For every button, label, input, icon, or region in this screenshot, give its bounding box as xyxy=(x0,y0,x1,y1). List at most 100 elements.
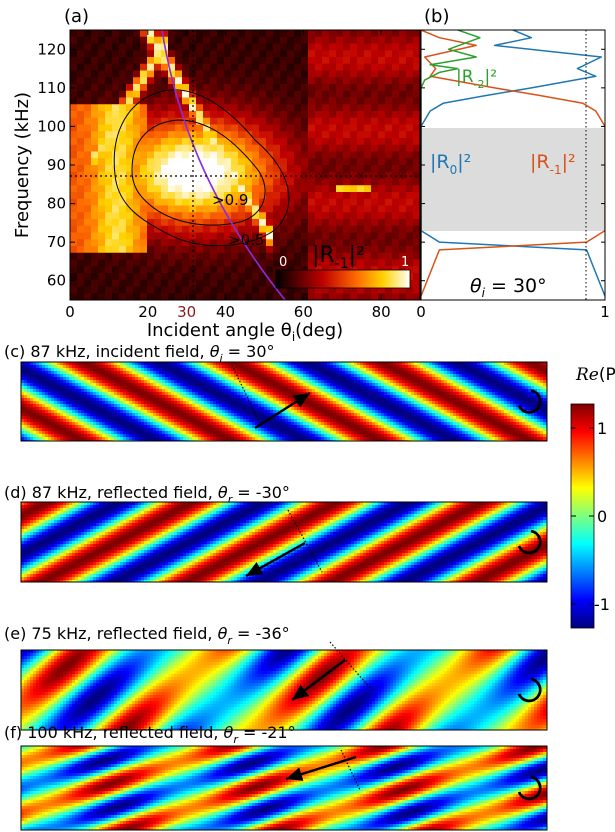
heatmap-cell xyxy=(322,97,330,105)
heatmap-cell xyxy=(406,43,414,51)
heatmap-cell xyxy=(154,131,162,139)
heatmap-cell xyxy=(168,90,176,98)
heatmap-cell xyxy=(287,90,295,98)
heatmap-cell xyxy=(231,77,239,85)
heatmap-cell xyxy=(336,70,344,78)
heatmap-cell xyxy=(245,192,253,200)
heatmap-cell xyxy=(126,36,134,44)
heatmap-cell xyxy=(77,192,85,200)
heatmap-cell xyxy=(189,205,197,213)
heatmap-cell xyxy=(210,30,218,38)
heatmap-cell xyxy=(203,30,211,38)
heatmap-cell xyxy=(238,124,246,132)
heatmap-cell xyxy=(315,225,323,233)
heatmap-cell xyxy=(322,43,330,51)
heatmap-cell xyxy=(224,70,232,78)
heatmap-cell xyxy=(196,30,204,38)
y-tick-label-a: 60 xyxy=(47,272,66,290)
heatmap-cell xyxy=(203,239,211,247)
heatmap-cell xyxy=(140,111,148,119)
heatmap-cell xyxy=(84,205,92,213)
heatmap-cell xyxy=(357,43,365,51)
heatmap-cell xyxy=(413,77,420,85)
heatmap-cell xyxy=(70,77,78,85)
heatmap-cell xyxy=(119,279,127,287)
heatmap-cell xyxy=(210,158,218,166)
heatmap-cell xyxy=(378,50,386,58)
heatmap-cell xyxy=(266,239,274,247)
heatmap-cell xyxy=(105,232,113,240)
heatmap-cell xyxy=(364,239,372,247)
heatmap-cell xyxy=(168,273,176,281)
heatmap-cell xyxy=(98,279,106,287)
heatmap-cell xyxy=(245,252,253,260)
heatmap-cell xyxy=(315,57,323,65)
heatmap-cell xyxy=(147,104,155,112)
heatmap-cell xyxy=(357,246,365,254)
heatmap-cell xyxy=(252,279,260,287)
heatmap-cell xyxy=(399,158,407,166)
heatmap-cell xyxy=(91,117,99,125)
heatmap-cell xyxy=(343,138,351,146)
heatmap-cell xyxy=(231,293,239,300)
heatmap-cell xyxy=(294,165,302,173)
heatmap-cell xyxy=(210,70,218,78)
heatmap-cell xyxy=(315,192,323,200)
heatmap-cell xyxy=(112,90,120,98)
heatmap-cell xyxy=(336,198,344,206)
heatmap-cell xyxy=(210,192,218,200)
heatmap-cell xyxy=(175,104,183,112)
heatmap-cell xyxy=(126,232,134,240)
heatmap-cell xyxy=(231,246,239,254)
heatmap-cell xyxy=(224,138,232,146)
heatmap-cell xyxy=(189,104,197,112)
heatmap-cell xyxy=(399,171,407,179)
heatmap-cell xyxy=(119,219,127,227)
heatmap-cell xyxy=(294,36,302,44)
heatmap-cell xyxy=(287,84,295,92)
heatmap-cell xyxy=(413,57,420,65)
heatmap-cell xyxy=(273,144,281,152)
heatmap-cell xyxy=(98,131,106,139)
heatmap-cell xyxy=(70,198,78,206)
heatmap-cell xyxy=(161,205,169,213)
heatmap-cell xyxy=(119,84,127,92)
heatmap-cell xyxy=(126,117,134,125)
heatmap-cell xyxy=(266,165,274,173)
heatmap-cell xyxy=(126,57,134,65)
heatmap-cell xyxy=(315,138,323,146)
heatmap-cell xyxy=(371,198,379,206)
heatmap-cell xyxy=(217,151,225,159)
heatmap-cell xyxy=(413,158,420,166)
heatmap-cell xyxy=(266,286,274,294)
heatmap-cell xyxy=(371,165,379,173)
heatmap-cell xyxy=(98,205,106,213)
heatmap-cell xyxy=(329,30,337,38)
heatmap-cell xyxy=(413,171,420,179)
heatmap-cell xyxy=(175,273,183,281)
heatmap-cell xyxy=(259,151,267,159)
heatmap-cell xyxy=(154,70,162,78)
heatmap-cell xyxy=(182,131,190,139)
heatmap-cell xyxy=(413,144,420,152)
heatmap-cell xyxy=(245,138,253,146)
heatmap-cell xyxy=(203,205,211,213)
heatmap-cell xyxy=(245,30,253,38)
heatmap-cell xyxy=(105,43,113,51)
heatmap-cell xyxy=(308,219,316,227)
heatmap-cell xyxy=(182,158,190,166)
heatmap-cell xyxy=(357,36,365,44)
heatmap-cell xyxy=(371,57,379,65)
heatmap-cell xyxy=(175,279,183,287)
heatmap-cell xyxy=(112,252,120,260)
heatmap-cell xyxy=(182,232,190,240)
heatmap-cell xyxy=(133,144,141,152)
heatmap-cell xyxy=(322,30,330,38)
heatmap-cell xyxy=(91,165,99,173)
heatmap-cell xyxy=(336,57,344,65)
heatmap-cell xyxy=(224,90,232,98)
heatmap-cell xyxy=(301,131,309,139)
heatmap-cell xyxy=(266,192,274,200)
heatmap-cell xyxy=(315,36,323,44)
heatmap-cell xyxy=(168,117,176,125)
